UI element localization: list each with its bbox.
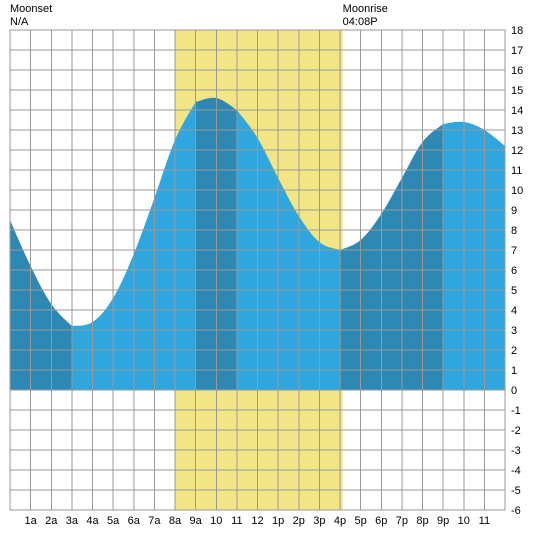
x-tick-label: 5p bbox=[355, 515, 367, 527]
x-tick-label: 6a bbox=[128, 515, 141, 527]
y-tick-label: 10 bbox=[511, 185, 523, 197]
y-tick-label: 17 bbox=[511, 45, 523, 57]
y-tick-label: 3 bbox=[511, 325, 517, 337]
y-tick-label: -6 bbox=[511, 505, 521, 517]
y-tick-label: -2 bbox=[511, 425, 521, 437]
tide-chart: -6-5-4-3-2-10123456789101112131415161718… bbox=[0, 0, 550, 550]
y-tick-label: 8 bbox=[511, 225, 517, 237]
moonrise-value: 04:08P bbox=[343, 16, 378, 28]
y-tick-label: 11 bbox=[511, 165, 522, 177]
x-tick-label: 8p bbox=[416, 515, 428, 527]
moonset-label: Moonset bbox=[10, 3, 52, 15]
x-tick-label: 6p bbox=[375, 515, 387, 527]
x-tick-label: 3a bbox=[66, 515, 79, 527]
y-tick-label: 6 bbox=[511, 265, 517, 277]
moonrise-label: Moonrise bbox=[343, 3, 388, 15]
x-tick-label: 9a bbox=[190, 515, 203, 527]
y-tick-label: -1 bbox=[511, 405, 521, 417]
x-tick-label: 7a bbox=[148, 515, 161, 527]
y-tick-label: 9 bbox=[511, 205, 517, 217]
x-tick-label: 1p bbox=[272, 515, 284, 527]
x-tick-label: 8a bbox=[169, 515, 182, 527]
x-tick-label: 11 bbox=[479, 515, 490, 527]
x-tick-label: 2a bbox=[45, 515, 58, 527]
x-tick-label: 5a bbox=[107, 515, 120, 527]
x-tick-label: 7p bbox=[396, 515, 408, 527]
moonset-value: N/A bbox=[10, 16, 29, 28]
x-tick-label: 10 bbox=[210, 515, 222, 527]
y-tick-label: 13 bbox=[511, 125, 523, 137]
y-tick-label: 15 bbox=[511, 85, 523, 97]
y-tick-label: 7 bbox=[511, 245, 517, 257]
x-tick-label: 9p bbox=[437, 515, 449, 527]
y-tick-label: -5 bbox=[511, 485, 521, 497]
y-tick-label: -4 bbox=[511, 465, 521, 477]
y-tick-label: 0 bbox=[511, 385, 517, 397]
x-tick-label: 1a bbox=[25, 515, 38, 527]
x-tick-label: 12 bbox=[251, 515, 263, 527]
x-tick-label: 2p bbox=[293, 515, 305, 527]
x-tick-label: 11 bbox=[231, 515, 242, 527]
y-tick-label: 1 bbox=[511, 365, 517, 377]
y-tick-label: -3 bbox=[511, 445, 521, 457]
y-tick-label: 5 bbox=[511, 285, 517, 297]
x-tick-label: 10 bbox=[458, 515, 470, 527]
x-tick-label: 4a bbox=[86, 515, 99, 527]
x-tick-label: 3p bbox=[313, 515, 325, 527]
y-tick-label: 18 bbox=[511, 25, 523, 37]
y-tick-label: 2 bbox=[511, 345, 517, 357]
y-tick-label: 16 bbox=[511, 65, 523, 77]
x-tick-label: 4p bbox=[334, 515, 346, 527]
y-tick-label: 14 bbox=[511, 105, 523, 117]
y-tick-label: 12 bbox=[511, 145, 523, 157]
y-tick-label: 4 bbox=[511, 305, 517, 317]
